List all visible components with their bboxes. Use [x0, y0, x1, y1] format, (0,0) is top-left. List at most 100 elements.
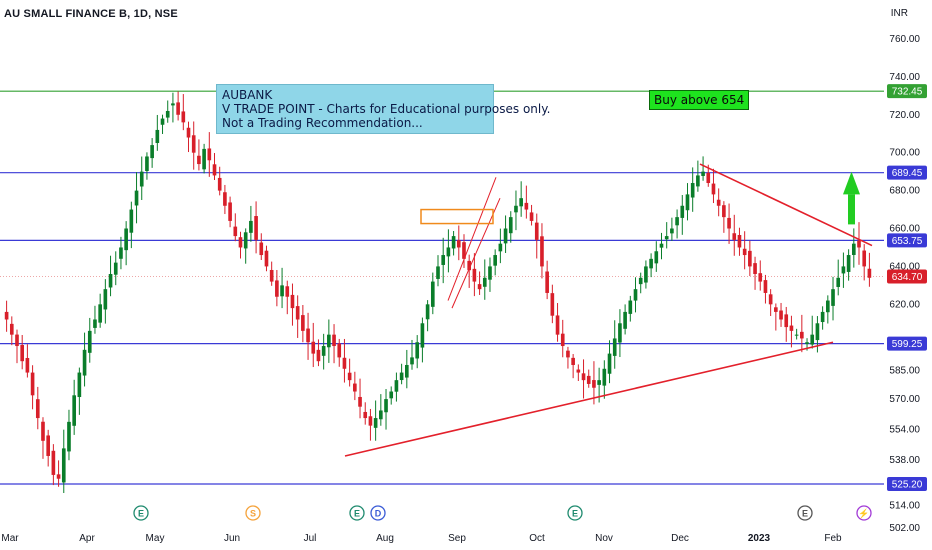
x-tick-label: Nov — [595, 533, 613, 544]
x-tick-label: Oct — [529, 533, 545, 544]
candle-body — [586, 375, 591, 384]
x-tick-label: Jun — [224, 533, 240, 544]
candle-body — [498, 243, 503, 252]
candle-body — [212, 164, 217, 176]
note-line-1: AUBANK — [222, 88, 273, 102]
candle-body — [732, 233, 737, 240]
candle-body — [722, 205, 726, 218]
candle-body — [472, 268, 477, 282]
candle-body — [404, 364, 409, 378]
y-tick-label: 660.00 — [889, 224, 920, 235]
candle-body — [649, 258, 653, 269]
candle-body — [846, 255, 851, 272]
candle-body — [342, 357, 347, 369]
candle-body — [534, 222, 539, 240]
candle-body — [576, 369, 581, 373]
candle-body — [753, 263, 757, 274]
candle-body — [482, 277, 487, 287]
candle-body — [238, 237, 243, 248]
x-tick-label: Apr — [79, 533, 95, 544]
candle-body — [217, 177, 222, 191]
candle-body — [618, 323, 622, 343]
resistance-trendline — [699, 163, 873, 247]
candle-body — [633, 289, 638, 301]
candle-body — [67, 421, 71, 452]
candle-body — [820, 311, 825, 323]
x-tick-label: Aug — [376, 533, 394, 544]
candle-body — [389, 391, 394, 399]
candle-body — [327, 334, 331, 348]
support-trendline — [344, 341, 834, 457]
x-tick-label: 2023 — [748, 533, 771, 544]
candle-body — [295, 306, 300, 320]
candle-body — [337, 343, 342, 358]
candle-body — [347, 372, 352, 381]
candle-body — [145, 156, 149, 172]
candle-body — [805, 342, 809, 345]
level-badge-label: 653.75 — [892, 236, 923, 247]
candle-body — [321, 346, 326, 356]
candle-body — [61, 448, 66, 483]
candle-body — [529, 212, 534, 221]
candle-body — [353, 383, 357, 392]
candle-body — [857, 240, 861, 248]
candle-body — [82, 349, 87, 376]
candle-body — [841, 266, 846, 274]
educational-note: AUBANK V TRADE POINT - Charts for Educat… — [216, 84, 550, 134]
candle-body — [108, 274, 113, 288]
candle-body — [800, 331, 804, 339]
event-marker-label: E — [802, 509, 808, 519]
candle-body — [186, 127, 191, 138]
candle-body — [540, 236, 544, 267]
candle-body — [436, 266, 440, 279]
candle-body — [410, 357, 414, 365]
candle-body — [514, 205, 518, 213]
level-badge — [887, 84, 927, 99]
candle-body — [77, 372, 82, 398]
candle-body — [4, 311, 9, 320]
candle-body — [358, 396, 362, 407]
note-line-3: Not a Trading Recommendation... — [222, 116, 423, 130]
candle-body — [181, 111, 186, 123]
candle-body — [701, 171, 705, 176]
candle-body — [41, 421, 45, 441]
x-tick-label: Mar — [1, 533, 19, 544]
candle-body — [612, 338, 617, 356]
event-marker — [133, 505, 149, 521]
candle-body — [748, 250, 752, 267]
level-badge-label: 599.25 — [892, 339, 923, 350]
candle-body — [446, 247, 451, 257]
candle-body — [493, 255, 497, 266]
event-marker — [856, 505, 872, 521]
candle-body — [399, 372, 404, 381]
candle-body — [851, 243, 856, 255]
candle-body — [9, 323, 14, 335]
y-tick-label: 502.00 — [889, 523, 920, 534]
candle-body — [420, 323, 425, 348]
candle-body — [301, 315, 305, 331]
candle-body — [35, 399, 40, 419]
y-tick-label: 620.00 — [889, 299, 920, 310]
candle-body — [207, 148, 212, 161]
candle-body — [155, 129, 160, 143]
candle-body — [259, 242, 264, 256]
x-tick-label: Dec — [671, 533, 689, 544]
candle-body — [784, 314, 789, 328]
candle-body — [810, 334, 815, 345]
candle-body — [243, 232, 248, 249]
candle-body — [332, 334, 336, 347]
candle-body — [555, 315, 560, 335]
candle-body — [197, 155, 201, 165]
candle-body — [488, 266, 492, 280]
candle-body — [113, 262, 118, 275]
channel-line-lower — [451, 197, 501, 309]
candle-body — [550, 293, 555, 316]
candle-body — [628, 300, 633, 314]
candle-body — [20, 345, 25, 362]
candle-body — [462, 242, 466, 259]
level-badge — [887, 477, 927, 492]
candle-body — [623, 311, 627, 329]
candle-body — [269, 269, 274, 282]
candle-body — [566, 350, 570, 358]
